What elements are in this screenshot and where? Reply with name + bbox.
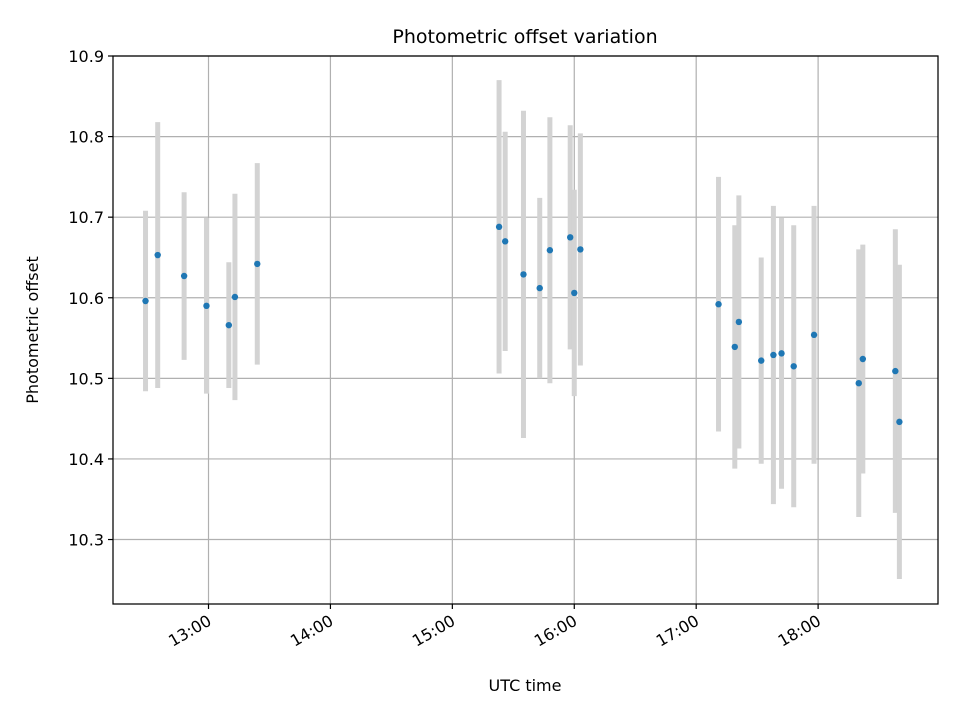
- data-point: [770, 351, 777, 359]
- data-point: [501, 238, 509, 245]
- x-axis-label: UTC time: [489, 676, 562, 695]
- y-tick-label: 10.5: [68, 369, 104, 388]
- data-point: [892, 367, 899, 375]
- x-tick-label: 17:00: [653, 611, 702, 651]
- data-points: [142, 223, 903, 426]
- plot-frame: [112, 55, 939, 605]
- data-point: [859, 355, 867, 363]
- data-point: [855, 379, 862, 387]
- data-point: [758, 357, 765, 364]
- data-point: [495, 223, 503, 231]
- data-point: [735, 318, 743, 326]
- y-tick-label: 10.8: [68, 128, 104, 147]
- x-tick-label: 15:00: [409, 611, 458, 651]
- y-tick-label: 10.9: [68, 47, 104, 66]
- y-tick-label: 10.4: [68, 450, 104, 469]
- data-point: [254, 260, 261, 268]
- x-tick-label: 13:00: [165, 611, 214, 651]
- data-point: [778, 350, 785, 357]
- data-point: [536, 284, 543, 292]
- data-point: [571, 289, 578, 297]
- data-point: [731, 343, 738, 351]
- x-tick-label: 14:00: [287, 611, 336, 651]
- x-axis-ticks: 13:00 14:00 15:00 16:00 17:00 18:00: [165, 604, 824, 651]
- data-point: [142, 297, 149, 305]
- chart-title: Photometric offset variation: [392, 26, 657, 48]
- y-axis-ticks: 10.3 10.4 10.5 10.6 10.7 10.8 10.9: [68, 47, 113, 550]
- y-tick-label: 10.3: [68, 531, 104, 550]
- data-point: [810, 331, 818, 339]
- error-bars: [143, 80, 902, 580]
- y-tick-label: 10.6: [68, 289, 104, 308]
- data-point: [154, 251, 161, 259]
- data-point: [577, 246, 584, 253]
- x-tick-label: 16:00: [531, 611, 580, 651]
- data-point: [180, 272, 188, 280]
- data-point: [203, 302, 210, 310]
- x-tick-label: 18:00: [775, 611, 824, 651]
- data-point: [567, 234, 574, 241]
- data-point: [896, 418, 903, 426]
- data-point: [225, 321, 233, 329]
- data-point: [790, 363, 797, 370]
- y-tick-label: 10.7: [68, 208, 104, 227]
- data-point: [546, 247, 554, 254]
- data-point: [520, 271, 527, 278]
- data-point: [715, 301, 722, 308]
- data-point: [231, 293, 239, 301]
- y-axis-label: Photometric offset: [23, 256, 42, 404]
